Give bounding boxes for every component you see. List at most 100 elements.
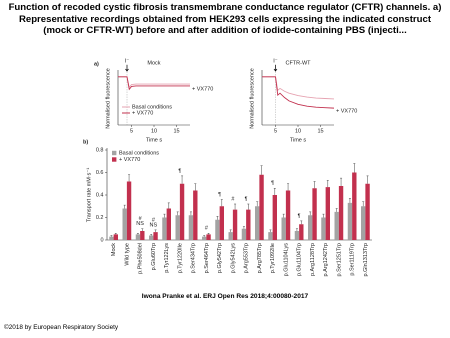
legend-label: + VX770	[119, 157, 140, 163]
legend-label: Basal conditions	[132, 104, 172, 110]
bar	[109, 236, 114, 240]
error-bar	[220, 199, 223, 207]
bar	[268, 232, 273, 240]
y-tick-label: 0.2	[96, 215, 104, 221]
error-bar	[348, 198, 351, 203]
panel-label: a)	[94, 61, 99, 67]
y-tick-label: 0	[100, 237, 103, 243]
bar	[140, 231, 145, 240]
chart-title: Mock	[147, 60, 160, 66]
error-bar	[167, 202, 170, 209]
slide-title: Function of recoded cystic fibrosis tran…	[8, 2, 442, 36]
bar	[188, 215, 194, 240]
bar	[338, 186, 344, 240]
x-tick-label: Wild type	[124, 243, 130, 266]
panel-label: b)	[83, 139, 88, 145]
error-bar	[207, 233, 210, 235]
bar	[228, 232, 233, 240]
bar	[299, 224, 304, 240]
annotation: #	[139, 216, 143, 222]
annotation: ¶	[178, 168, 181, 174]
bar	[149, 235, 154, 240]
error-bar	[322, 213, 325, 218]
injection-label: I⁻	[273, 58, 278, 64]
x-tick-label: p.Phe508del	[138, 243, 144, 274]
bar	[272, 195, 277, 240]
injection-arrow	[273, 65, 278, 72]
bar	[153, 232, 158, 240]
bar	[334, 211, 339, 240]
error-bar	[326, 180, 329, 188]
bar	[241, 228, 247, 240]
x-tick-label: 10	[295, 128, 301, 134]
annotation: ¶	[218, 192, 221, 198]
x-tick-label: p.Arg785Trp	[257, 243, 263, 273]
bar	[122, 208, 127, 240]
annotation: #	[205, 226, 209, 232]
bar	[126, 181, 132, 240]
x-tick-label: 15	[317, 128, 323, 134]
bar	[259, 174, 264, 240]
error-bar	[194, 183, 197, 191]
x-tick-label: p.Glu1104Trp	[297, 243, 303, 276]
x-tick-label: p.Ser1119Trp	[350, 243, 356, 276]
y-tick-label: 0.8	[96, 147, 104, 153]
x-axis-label: Time s	[146, 137, 163, 143]
error-bar	[269, 229, 272, 233]
bar	[361, 206, 366, 240]
annotation: #	[231, 196, 235, 202]
error-bar	[163, 213, 166, 218]
series-end-label: + VX770	[192, 86, 213, 92]
error-bar	[176, 211, 179, 216]
error-bar	[150, 234, 153, 236]
bar	[135, 234, 141, 240]
y-axis-label: Normalised fluorescence	[249, 68, 255, 129]
x-tick-label: p.Ser434Trp	[191, 243, 197, 273]
x-tick-label: p.Glu1104Lys	[283, 243, 289, 277]
error-bar	[313, 181, 316, 189]
x-tick-label: p.Tyr1092Ile	[270, 243, 276, 273]
annotation: NS	[136, 221, 144, 227]
y-axis-label: Normalised fluorescence	[105, 68, 111, 129]
error-bar	[114, 233, 117, 235]
error-bar	[189, 211, 192, 216]
x-tick-label: p.Gly542Lys	[230, 243, 236, 274]
bar	[285, 190, 291, 240]
error-bar	[335, 208, 338, 212]
bar	[166, 208, 171, 240]
bar	[255, 206, 260, 240]
error-bar	[295, 228, 298, 231]
error-bar	[282, 213, 285, 218]
bar	[202, 236, 207, 240]
series-line	[262, 76, 335, 100]
error-bar	[300, 220, 303, 225]
x-tick-label: p.Gly542Trp	[217, 243, 223, 273]
error-bar	[216, 216, 219, 220]
error-bar	[353, 163, 356, 173]
error-bar	[136, 233, 139, 235]
annotation: ¶	[245, 196, 248, 202]
citation: Iwona Pranke et al. ERJ Open Res 2018;4:…	[141, 293, 309, 300]
bar	[219, 206, 224, 240]
series-line	[262, 76, 335, 109]
bar	[175, 215, 180, 240]
bar	[352, 172, 357, 240]
legend-swatch	[112, 150, 117, 156]
x-tick-label: p.Arg1128Trp	[310, 243, 316, 276]
y-axis-label: Transport rate mM·s⁻¹	[86, 168, 92, 223]
error-bar	[123, 204, 126, 209]
error-bar	[309, 211, 312, 216]
error-bar	[141, 228, 144, 231]
bar	[162, 217, 167, 240]
annotation: NS	[150, 222, 158, 228]
error-bar	[181, 175, 184, 184]
error-bar	[229, 229, 232, 233]
series-line	[118, 76, 190, 91]
annotation: ¶	[298, 213, 301, 219]
bar	[179, 183, 185, 240]
x-tick-label: 5	[274, 128, 277, 134]
error-bar	[287, 183, 290, 191]
error-bar	[260, 165, 263, 175]
injection-arrow	[125, 65, 129, 72]
series-end-label: + VX770	[336, 109, 357, 115]
